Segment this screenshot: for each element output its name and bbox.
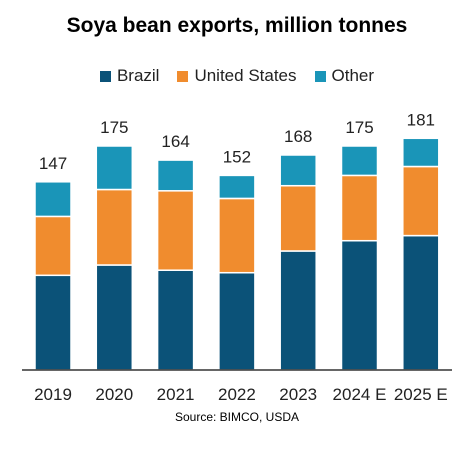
total-label-2020: 175: [100, 118, 128, 137]
x-tick-label-2022: 2022: [218, 385, 256, 404]
x-tick-label-2021: 2021: [157, 385, 195, 404]
source-note: Source: BIMCO, USDA: [174, 410, 300, 424]
bar-other-2020: [95, 145, 134, 191]
legend: Brazil United States Other: [0, 66, 474, 86]
legend-item-other: Other: [314, 66, 375, 86]
x-tick-label-2024-e: 2024 E: [333, 385, 387, 404]
bar-brazil-2022: [218, 271, 256, 371]
bar-brazil-2023: [279, 250, 317, 371]
bar-other-2021: [156, 159, 195, 192]
bar-other-2024-e: [340, 145, 379, 177]
x-tick-label-2019: 2019: [34, 385, 72, 404]
bar-united-states-2019: [34, 215, 72, 277]
bar-united-states-2022: [218, 197, 256, 274]
legend-swatch-united-states: [177, 70, 189, 82]
legend-swatch-other: [314, 70, 326, 82]
total-label-2023: 168: [284, 127, 312, 146]
legend-swatch-brazil: [99, 70, 111, 82]
bar-united-states-2023: [279, 184, 317, 252]
bar-united-states-2020: [95, 188, 134, 266]
legend-label-other: Other: [331, 66, 375, 85]
bar-brazil-2021: [156, 269, 195, 371]
legend-item-united-states: United States: [177, 66, 297, 86]
bar-united-states-2025-e: [402, 165, 440, 237]
legend-item-brazil: Brazil: [99, 66, 160, 86]
chart-title: Soya bean exports, million tonnes: [66, 14, 408, 37]
total-label-2021: 164: [161, 132, 189, 151]
bar-other-2023: [279, 154, 317, 187]
bar-brazil-2024-e: [340, 239, 379, 371]
total-label-2024-e: 175: [345, 118, 373, 137]
x-tick-label-2020: 2020: [95, 385, 133, 404]
bar-brazil-2020: [95, 264, 134, 371]
bar-united-states-2021: [156, 190, 195, 271]
legend-label-brazil: Brazil: [116, 66, 160, 85]
total-label-2019: 147: [39, 154, 67, 173]
x-tick-label-2023: 2023: [279, 385, 317, 404]
bar-other-2025-e: [402, 137, 440, 168]
total-label-2022: 152: [223, 147, 251, 166]
legend-label-united-states: United States: [194, 66, 297, 85]
bar-other-2022: [218, 174, 256, 200]
total-label-2025-e: 181: [407, 110, 435, 129]
x-tick-label-2025-e: 2025 E: [394, 385, 448, 404]
bar-brazil-2019: [34, 274, 72, 371]
bar-united-states-2024-e: [340, 174, 379, 242]
bar-other-2019: [34, 181, 72, 218]
bar-brazil-2025-e: [402, 234, 440, 371]
